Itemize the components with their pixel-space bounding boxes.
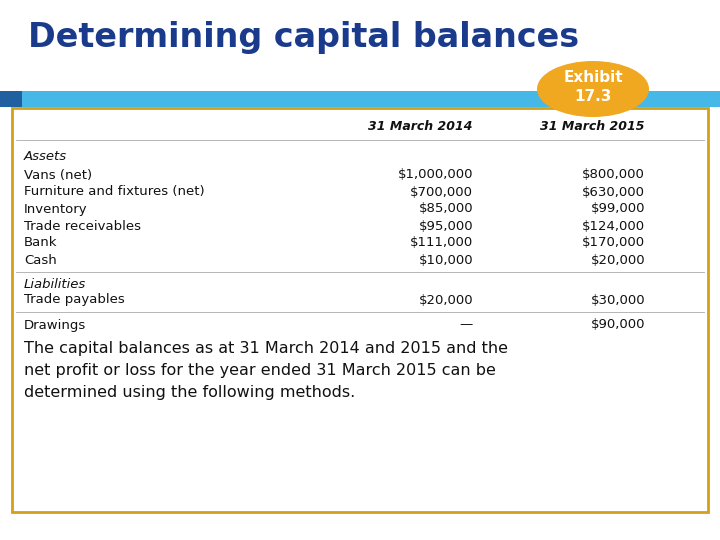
Text: $90,000: $90,000 [590, 319, 645, 332]
Text: Trade payables: Trade payables [24, 294, 125, 307]
FancyBboxPatch shape [0, 91, 720, 107]
Text: $20,000: $20,000 [418, 294, 473, 307]
Text: Cash: Cash [24, 253, 57, 267]
Text: —: — [460, 319, 473, 332]
Text: $10,000: $10,000 [418, 253, 473, 267]
Text: $1,000,000: $1,000,000 [397, 168, 473, 181]
FancyBboxPatch shape [12, 108, 708, 512]
Ellipse shape [537, 61, 649, 117]
Text: Trade receivables: Trade receivables [24, 219, 141, 233]
Text: $30,000: $30,000 [590, 294, 645, 307]
Text: $124,000: $124,000 [582, 219, 645, 233]
Text: $630,000: $630,000 [582, 186, 645, 199]
Text: $700,000: $700,000 [410, 186, 473, 199]
Text: $800,000: $800,000 [582, 168, 645, 181]
Text: 31 March 2014: 31 March 2014 [369, 120, 473, 133]
Text: Vans (net): Vans (net) [24, 168, 92, 181]
Text: $20,000: $20,000 [590, 253, 645, 267]
Text: 31 March 2015: 31 March 2015 [541, 120, 645, 133]
Text: Assets: Assets [24, 151, 67, 164]
Text: Furniture and fixtures (net): Furniture and fixtures (net) [24, 186, 204, 199]
Text: Drawings: Drawings [24, 319, 86, 332]
Text: $111,000: $111,000 [410, 237, 473, 249]
Text: $170,000: $170,000 [582, 237, 645, 249]
Text: $95,000: $95,000 [418, 219, 473, 233]
Text: net profit or loss for the year ended 31 March 2015 can be: net profit or loss for the year ended 31… [24, 362, 496, 377]
Text: $85,000: $85,000 [418, 202, 473, 215]
Text: Inventory: Inventory [24, 202, 88, 215]
Text: Exhibit
17.3: Exhibit 17.3 [563, 70, 623, 104]
Text: Bank: Bank [24, 237, 58, 249]
FancyBboxPatch shape [0, 91, 22, 107]
Text: Liabilities: Liabilities [24, 278, 86, 291]
Text: $99,000: $99,000 [590, 202, 645, 215]
Text: The capital balances as at 31 March 2014 and 2015 and the: The capital balances as at 31 March 2014… [24, 341, 508, 355]
Text: determined using the following methods.: determined using the following methods. [24, 384, 355, 400]
Text: Determining capital balances: Determining capital balances [28, 22, 579, 55]
